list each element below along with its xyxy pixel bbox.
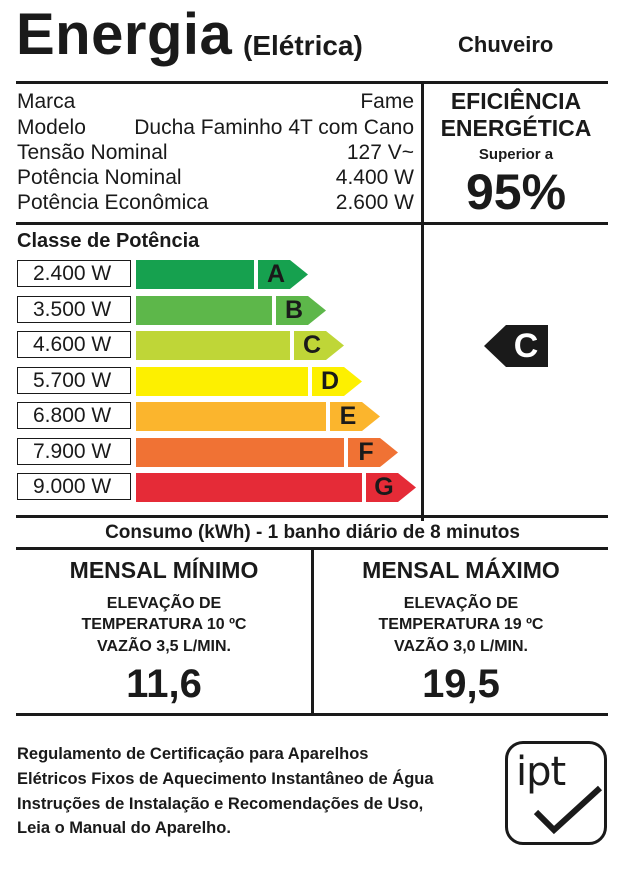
spec-label-tensao: Tensão Nominal — [17, 141, 168, 164]
mensal-minimo-heading: MENSAL MÍNIMO — [69, 557, 259, 583]
class-indicator-letter: C — [513, 327, 539, 365]
label-subtitle: (Elétrica) — [243, 30, 363, 61]
efficiency-heading-line2: ENERGÉTICA — [440, 115, 592, 141]
divider-vertical-upper — [421, 81, 424, 521]
power-value-box: 9.000 W — [17, 473, 131, 500]
spec-value-tensao: 127 V~ — [346, 141, 414, 164]
power-class-title: Classe de Potência — [17, 230, 200, 252]
spec-value-potencia-nominal: 4.400 W — [335, 166, 414, 189]
class-letter: G — [374, 473, 394, 501]
efficiency-value: 95% — [465, 164, 567, 220]
power-value-box: 2.400 W — [17, 260, 131, 287]
class-arrow-icon — [276, 296, 326, 325]
power-class-bar — [136, 367, 308, 396]
class-arrow-shape — [366, 473, 416, 502]
spec-label-marca: Marca — [17, 90, 76, 113]
class-arrow-icon — [366, 473, 416, 502]
ipt-logo-text: ipt — [516, 749, 566, 795]
footer-line-1: Regulamento de Certificação para Aparelh… — [17, 745, 369, 763]
class-arrow-icon — [312, 367, 362, 396]
spec-value-modelo: Ducha Faminho 4T com Cano — [134, 116, 414, 139]
mensal-maximo-line3: VAZÃO 3,0 L/MIN. — [394, 638, 528, 655]
spec-label-potencia-economica: Potência Econômica — [17, 191, 209, 214]
divider-bottom — [16, 713, 608, 716]
power-class-bar — [136, 473, 362, 502]
class-arrow-icon — [348, 438, 398, 467]
mensal-minimo-line3: VAZÃO 3,5 L/MIN. — [97, 638, 231, 655]
class-letter: E — [339, 402, 357, 430]
efficiency-heading-line1: EFICIÊNCIA — [450, 88, 582, 114]
class-arrow-shape — [330, 402, 380, 431]
class-letter: F — [358, 438, 374, 466]
class-letter: A — [266, 260, 286, 288]
power-value-box: 7.900 W — [17, 438, 131, 465]
footer-line-4: Leia o Manual do Aparelho. — [17, 819, 231, 837]
power-value-box: 4.600 W — [17, 331, 131, 358]
class-arrow-shape — [294, 331, 344, 360]
spec-label-modelo: Modelo — [17, 116, 86, 139]
power-class-bar — [136, 296, 272, 325]
mensal-minimo-line1: ELEVAÇÃO DE — [106, 595, 222, 612]
mensal-minimo-line2: TEMPERATURA 10 ºC — [81, 616, 247, 633]
power-class-bar — [136, 260, 254, 289]
divider-consumo-top — [16, 515, 608, 518]
class-arrow-shape — [276, 296, 326, 325]
class-arrow-shape — [258, 260, 308, 289]
spec-value-marca: Fame — [360, 90, 414, 113]
checkmark-icon — [533, 785, 603, 835]
consumption-title: Consumo (kWh) - 1 banho diário de 8 minu… — [105, 522, 520, 543]
class-arrow-icon — [294, 331, 344, 360]
power-class-bar — [136, 331, 290, 360]
label-title: Energia — [16, 2, 233, 67]
divider-specs — [16, 222, 608, 225]
divider-vertical-lower — [311, 547, 314, 715]
efficiency-qualifier: Superior a — [478, 146, 554, 163]
power-value-box: 5.700 W — [17, 367, 131, 394]
mensal-maximo-heading: MENSAL MÁXIMO — [362, 557, 560, 583]
class-letter: D — [320, 367, 340, 395]
class-arrow-shape — [348, 438, 398, 467]
power-value-box: 6.800 W — [17, 402, 131, 429]
class-arrow-icon — [330, 402, 380, 431]
class-arrow-shape — [312, 367, 362, 396]
spec-value-potencia-economica: 2.600 W — [335, 191, 414, 214]
power-value-box: 3.500 W — [17, 296, 131, 323]
mensal-maximo-value: 19,5 — [422, 662, 500, 706]
ipt-logo: ipt — [505, 741, 607, 845]
spec-label-potencia-nominal: Potência Nominal — [17, 166, 182, 189]
footer-line-2: Elétricos Fixos de Aquecimento Instantân… — [17, 770, 434, 788]
mensal-maximo-line1: ELEVAÇÃO DE — [403, 595, 519, 612]
mensal-maximo-line2: TEMPERATURA 19 ºC — [378, 616, 544, 633]
class-indicator-icon — [484, 325, 548, 367]
divider-top — [16, 81, 608, 84]
class-letter: B — [284, 296, 304, 324]
class-letter: C — [302, 331, 322, 359]
product-type: Chuveiro — [458, 32, 554, 57]
class-arrow-icon — [258, 260, 308, 289]
mensal-minimo-value: 11,6 — [126, 662, 202, 706]
indicator-arrow-shape — [484, 325, 548, 367]
power-class-bar — [136, 402, 326, 431]
footer-line-3: Instruções de Instalação e Recomendações… — [17, 795, 424, 813]
power-class-bar — [136, 438, 344, 467]
